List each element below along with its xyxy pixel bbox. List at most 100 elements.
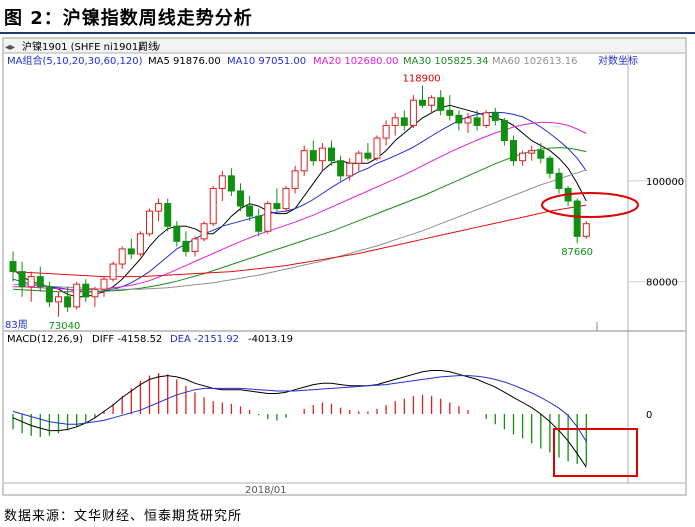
candle-body [409,99,417,126]
candle-body [500,119,508,142]
candle-body [173,225,181,242]
candle-body [118,248,126,265]
candle-body [9,261,17,273]
candle-body [146,210,153,235]
ma10-legend: MA10 97051.00 [227,56,306,67]
toolbar-period[interactable]: 周线 [138,40,158,53]
candle-body [355,152,363,164]
candle-body [64,296,72,308]
macd-zero-tick: 0 [646,410,652,421]
price-highlight-ellipse [541,192,639,218]
candle-body [164,203,172,227]
line-ma60 [12,169,587,290]
candle-body [82,283,90,298]
toolbar-symbol[interactable]: 沪镍1901 (SHFE ni1901) [22,40,142,53]
macd-diff-legend: DIFF -4158.52 [92,334,162,345]
candle-body [246,205,254,217]
candle-body [491,112,499,121]
week-count-label: 83周 [5,319,28,331]
ma-legend-label: MA组合(5,10,20,30,60,120) [7,54,143,67]
candle-body [364,152,372,159]
candle-body [337,160,345,177]
title-rule [0,32,695,34]
candle-body [45,286,53,303]
candle-body [237,190,244,207]
candle-body [127,248,135,255]
candle-body [400,117,408,126]
macd-line-diff [12,370,587,468]
candle-body [200,223,208,240]
candle-body [437,97,445,111]
candle-body [73,283,81,308]
ma30-legend: MA30 105825.34 [403,56,488,67]
chart-frame [2,37,687,496]
candle-body [191,238,199,252]
candle-body [318,147,326,162]
candle-body [264,203,272,232]
low-price-label: 87660 [561,247,593,258]
candle-body [382,124,390,139]
candle-body [528,150,536,154]
candle-body [428,97,436,106]
macd-highlight-box [553,428,638,477]
candle-body [291,170,299,189]
ma60-legend: MA60 102613.16 [492,56,577,67]
candle-body [109,263,117,280]
line-ma120 [12,204,587,278]
candle-body [446,109,454,116]
ma5-legend: MA5 91876.00 [148,56,221,67]
candle-body [546,157,554,174]
macd-histogram [12,373,587,466]
toolbar-arrow-icon[interactable]: ◂▸ [5,42,15,53]
candle-body [91,288,99,298]
candle-body [218,175,226,189]
x-axis-date-label: 2018/01 [245,485,287,496]
candle-body [273,203,281,210]
candle-body [455,114,463,124]
source-note: 数据来源：文华财经、恒泰期货研究所 [4,509,243,524]
line-ma10 [12,111,587,293]
ma-lines [12,104,587,298]
candle-body [300,150,308,172]
candle-body [555,172,563,189]
candlesticks [9,85,590,317]
candle-body [55,296,62,303]
candle-body [373,137,381,159]
candle-body [346,162,354,177]
candle-body [27,276,35,288]
candle-body [573,200,581,237]
line-ma30 [12,147,587,293]
candle-body [537,150,545,159]
candle-body [227,175,235,192]
macd-dea-legend: DEA -2151.92 [170,334,239,345]
candle-body [255,215,263,232]
macd-legend-label: MACD(12,26,9) [7,334,83,345]
candle-body [419,99,426,106]
figure-title: 图 2：沪镍指数周线走势分析 [4,8,253,29]
candle-body [328,147,335,162]
chevron-down-icon[interactable]: ∨ [154,42,161,53]
candle-body [282,187,290,210]
candle-body [182,240,190,252]
candle-body [391,117,399,126]
high-price-label: 118900 [403,74,441,85]
candle-body [309,150,317,162]
early-low-label: 73040 [49,321,81,332]
candle-body [18,271,26,288]
candle-body [519,152,527,162]
candle-body [582,223,590,237]
candle-body [36,276,44,288]
candle-body [136,233,144,255]
candle-body [482,112,490,126]
line-ma20 [13,121,587,291]
candle-body [209,187,217,225]
macd-lines [12,370,587,468]
price-tick-100000: 100000 [646,177,684,188]
candle-body [100,278,108,290]
candle-body [473,117,481,126]
candle-body [510,140,517,162]
log-scale-button[interactable]: 对数坐标 [598,54,638,67]
macd-line-dea [12,375,587,442]
ma20-legend: MA20 102680.00 [313,56,398,67]
